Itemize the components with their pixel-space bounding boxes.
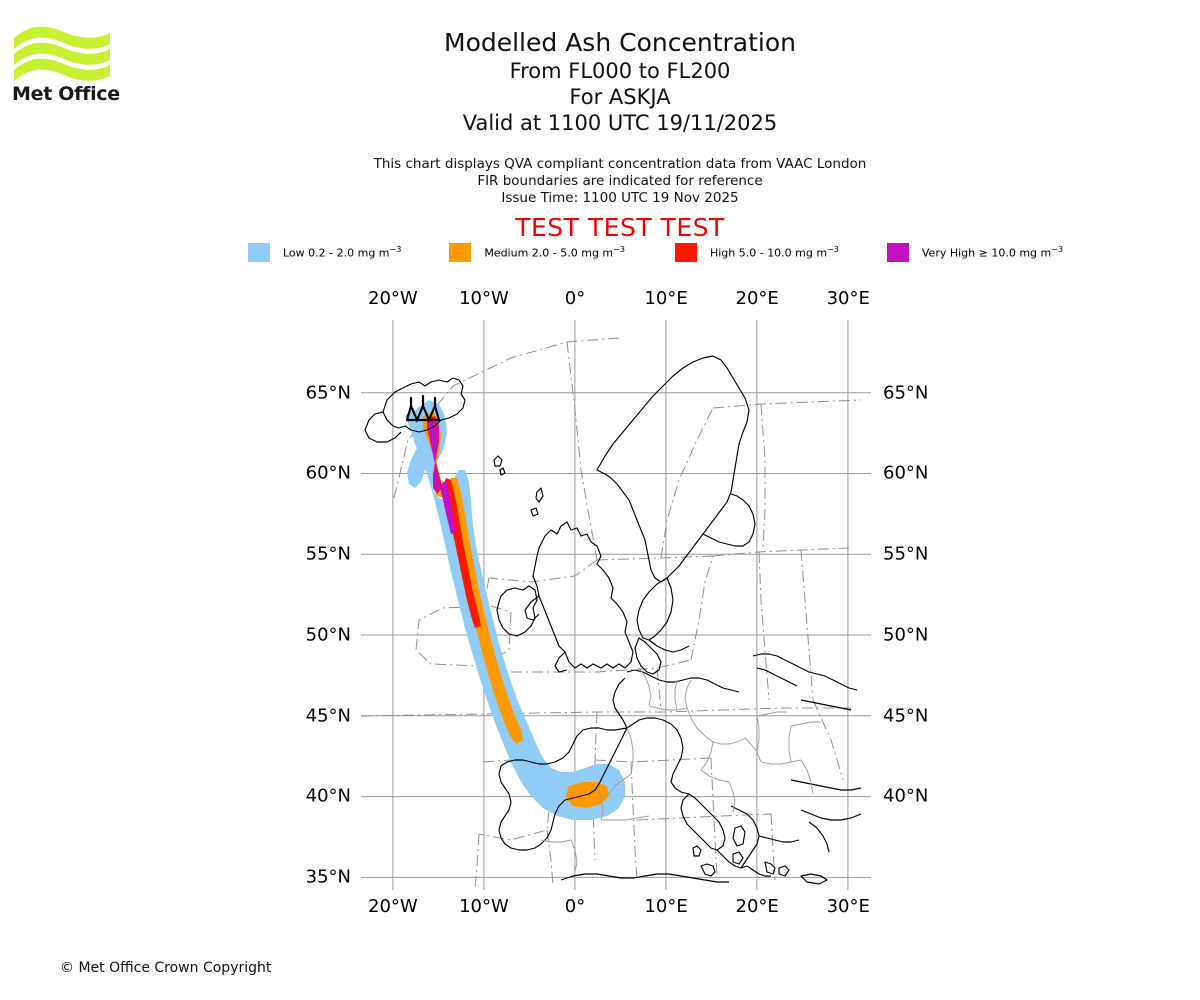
copyright-footer: © Met Office Crown Copyright <box>60 960 272 976</box>
latitude-axis-left: 65°N 60°N 55°N 50°N 45°N 40°N 35°N <box>283 320 355 890</box>
ash-plume-very-high <box>428 418 456 534</box>
lat-tick-label: 55°N <box>883 543 929 565</box>
coastlines <box>364 355 862 885</box>
lat-tick-label: 40°N <box>305 785 351 807</box>
legend-label-high: High 5.0 - 10.0 mg m−3 <box>709 244 839 260</box>
lon-tick-label: 0° <box>564 896 586 917</box>
title-block: Modelled Ash Concentration From FL000 to… <box>330 28 910 136</box>
lon-tick-label: 20°E <box>735 288 779 309</box>
lat-tick-label: 50°N <box>305 624 351 646</box>
info-block: This chart displays QVA compliant concen… <box>330 156 910 207</box>
legend-swatch-low <box>248 242 270 262</box>
lon-tick-label: 20°E <box>735 896 779 917</box>
legend-item-medium: Medium 2.0 - 5.0 mg m−3 <box>449 242 625 262</box>
map-container: 20°W 10°W 0° 10°E 20°E 30°E 65°N 60°N 55°N 50°N 4… <box>306 288 929 917</box>
legend-swatch-very-high <box>886 242 909 262</box>
lon-tick-label: 10°W <box>459 896 509 917</box>
map-plot-area <box>361 320 871 890</box>
legend-item-low: Low 0.2 - 2.0 mg m−3 <box>248 242 402 262</box>
lat-tick-label: 45°N <box>883 705 929 727</box>
met-office-logo-text: Met Office <box>12 83 120 105</box>
lat-tick-label: 60°N <box>883 462 929 484</box>
title-flight-levels: From FL000 to FL200 <box>509 59 731 83</box>
lon-tick-label: 20°W <box>368 288 418 309</box>
longitude-axis-bottom: 20°W 10°W 0° 10°E 20°E 30°E <box>361 896 871 924</box>
lon-tick-label: 10°E <box>644 896 688 917</box>
country-borders <box>540 667 821 873</box>
lat-tick-label: 40°N <box>883 785 929 807</box>
legend-label-very-high: Very High ≥ 10.0 mg m−3 <box>921 244 1064 260</box>
lat-tick-label: 35°N <box>305 866 351 888</box>
lon-tick-label: 10°E <box>644 288 688 309</box>
legend-item-high: High 5.0 - 10.0 mg m−3 <box>674 242 839 262</box>
info-issue-time: Issue Time: 1100 UTC 19 Nov 2025 <box>501 190 739 206</box>
legend-label-low: Low 0.2 - 2.0 mg m−3 <box>283 244 402 260</box>
lat-tick-label: 45°N <box>305 705 351 727</box>
concentration-legend: Low 0.2 - 2.0 mg m−3 Medium 2.0 - 5.0 mg… <box>243 240 1063 264</box>
lon-tick-label: 30°E <box>826 288 870 309</box>
legend-swatch-high <box>674 242 697 262</box>
lon-tick-label: 0° <box>564 288 586 309</box>
latitude-axis-right: 65°N 60°N 55°N 50°N 45°N 40°N <box>877 320 951 890</box>
lon-tick-label: 20°W <box>368 896 418 917</box>
lat-tick-label: 60°N <box>305 462 351 484</box>
legend-item-very-high: Very High ≥ 10.0 mg m−3 <box>886 242 1064 262</box>
lon-tick-label: 10°W <box>459 288 509 309</box>
legend-label-medium: Medium 2.0 - 5.0 mg m−3 <box>484 244 625 260</box>
lon-tick-label: 30°E <box>826 896 870 917</box>
title-volcano: For ASKJA <box>569 85 671 109</box>
page-title: Modelled Ash Concentration <box>444 28 796 57</box>
title-valid-time: Valid at 1100 UTC 19/11/2025 <box>462 111 778 135</box>
askja-volcano-symbol <box>405 394 441 423</box>
lat-tick-label: 55°N <box>305 543 351 565</box>
test-banner: TEST TEST TEST <box>515 213 725 242</box>
met-office-logo: Met Office <box>12 22 122 117</box>
info-fir-note: FIR boundaries are indicated for referen… <box>477 173 763 189</box>
legend-swatch-medium <box>449 242 472 262</box>
lat-tick-label: 65°N <box>305 382 351 404</box>
met-office-wave-icon <box>14 26 110 81</box>
lat-tick-label: 50°N <box>883 624 929 646</box>
lat-tick-label: 65°N <box>883 382 929 404</box>
info-qva-note: This chart displays QVA compliant concen… <box>373 156 867 172</box>
longitude-axis-top: 20°W 10°W 0° 10°E 20°E 30°E <box>361 288 871 316</box>
